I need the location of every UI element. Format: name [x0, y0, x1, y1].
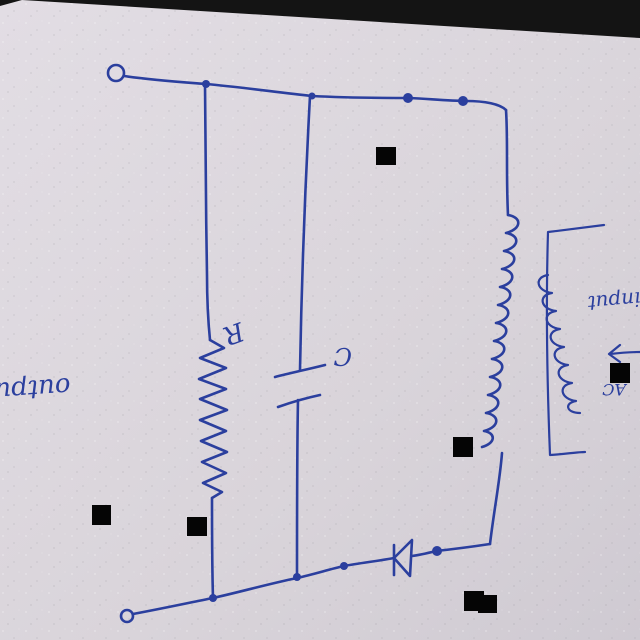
redaction-block	[478, 595, 497, 613]
resistor-zigzag	[197, 338, 229, 500]
junction-dot	[340, 562, 348, 570]
junction-dot	[458, 96, 468, 106]
bottom-terminal	[119, 608, 135, 624]
ac-input-arrow	[607, 343, 640, 364]
junction-dot	[293, 573, 301, 581]
bottom-wire	[131, 556, 396, 616]
junction-dot	[202, 80, 210, 88]
inductor-coil	[480, 213, 520, 449]
redaction-block	[453, 437, 473, 457]
secondary-coil	[537, 273, 582, 415]
ac-label: AC	[602, 380, 628, 399]
redaction-block	[187, 517, 207, 536]
capacitor-branch-wire-top	[298, 94, 312, 372]
right-wire-lower	[488, 451, 504, 546]
top-terminal	[106, 63, 126, 83]
resistor-branch-wire-bottom	[210, 496, 215, 600]
capacitor-branch-wire-bottom	[295, 398, 300, 580]
input-label: input	[586, 287, 640, 316]
secondary-bracket	[545, 223, 606, 457]
capacitor-plate-top	[273, 363, 327, 379]
redaction-block	[376, 147, 396, 165]
right-wire-upper	[504, 108, 510, 217]
capacitor-label: C	[334, 342, 352, 370]
junction-dot	[308, 92, 316, 100]
redaction-block	[92, 505, 111, 525]
output-label: output	[0, 371, 72, 407]
redaction-block	[610, 363, 630, 383]
resistor-branch-wire-top	[203, 82, 212, 342]
junction-dot	[432, 546, 442, 556]
junction-dot	[403, 93, 413, 103]
junction-dot	[209, 594, 217, 602]
